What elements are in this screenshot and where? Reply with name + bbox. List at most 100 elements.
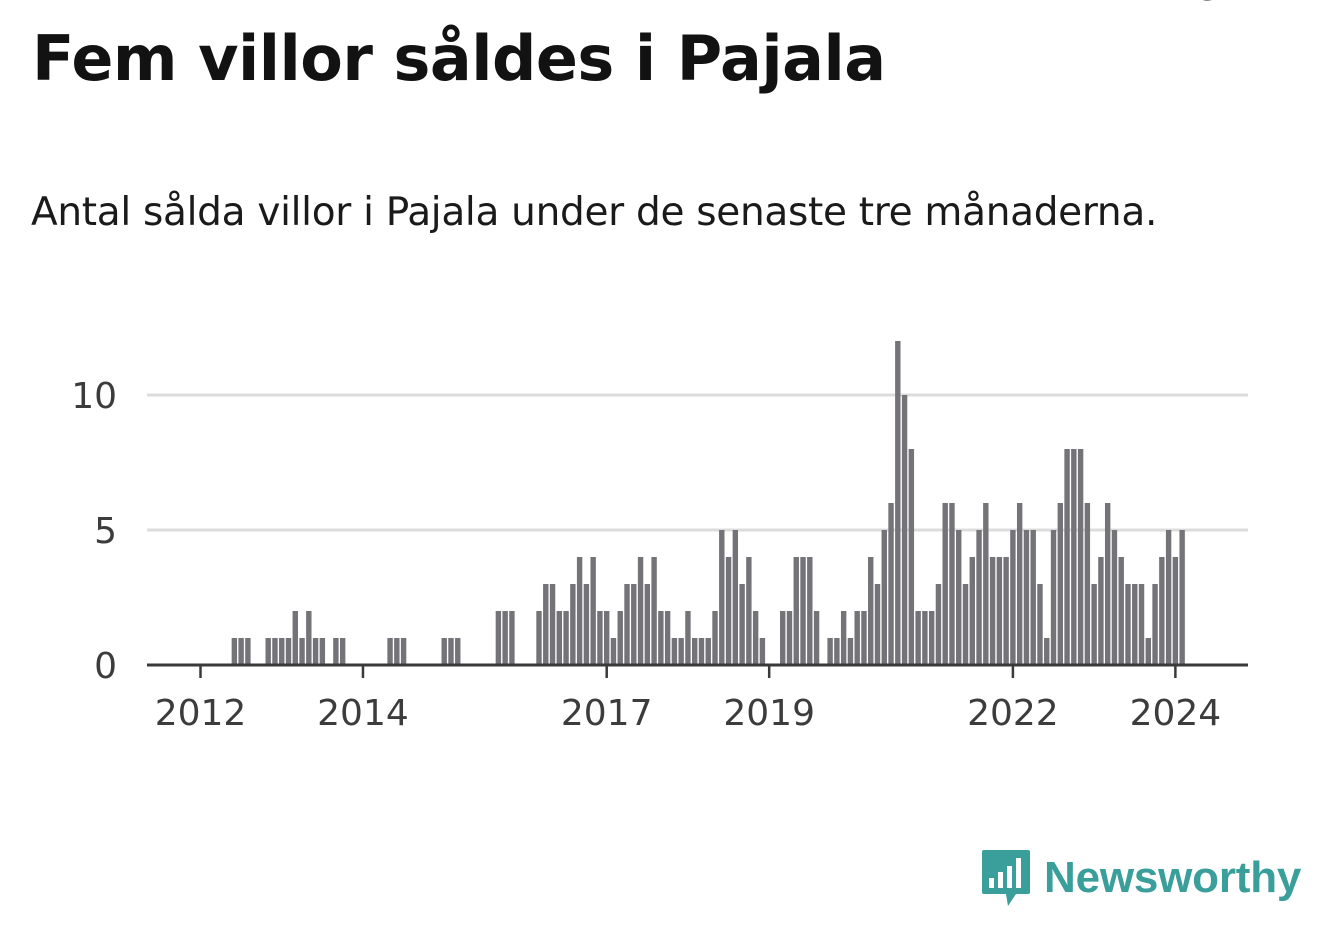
bar [996,557,1003,665]
bar [576,557,583,665]
bar [563,611,569,665]
bar [279,638,285,665]
bar [942,503,948,665]
bar [319,638,326,665]
bar [1138,584,1145,665]
bar [827,638,833,665]
bar [604,611,610,665]
bar [455,638,461,665]
x-tick-label: 2024 [1130,693,1222,734]
bar [1091,584,1097,665]
bar [956,530,962,665]
bar [962,584,969,665]
bar [637,557,644,665]
x-tick-label: 2017 [561,693,653,734]
bar [1118,557,1124,665]
bar [644,584,651,665]
bar [685,611,691,665]
x-tick-label: 2014 [317,693,409,734]
bar [786,611,793,665]
bar [1111,530,1118,665]
x-tick-label: 2012 [155,693,247,734]
bar [949,503,955,665]
bar [813,611,820,665]
bar [1044,638,1050,665]
newsworthy-logo-icon [982,850,1030,906]
bar [583,584,590,665]
bar [1030,530,1036,665]
bar [881,530,887,665]
y-tick-label: 0 [94,646,117,687]
bar [1165,530,1172,665]
bar [901,395,908,665]
bar [1152,584,1158,665]
bar [624,584,630,665]
bar [1172,557,1179,665]
bar [840,611,847,665]
bar [752,611,759,665]
bar [448,638,454,665]
bar [1159,557,1165,665]
bar [610,638,617,665]
bar [1145,638,1151,665]
bar [854,611,860,665]
bar [671,638,678,665]
bar [1071,449,1077,665]
bar [312,638,319,665]
bar [928,611,935,665]
newsworthy-logo: Newsworthy [980,848,1301,908]
axis-labels: 0 5 10 2012 2014 2017 2019 2022 2024 5 [71,0,1221,734]
bar [299,638,305,665]
brand-name: Newsworthy [1044,853,1302,902]
bar [705,638,711,665]
bar [333,638,339,665]
bar [847,638,854,665]
bar [1179,530,1185,665]
x-tick-label: 2019 [723,693,815,734]
bar [1104,503,1111,665]
bar [874,584,881,665]
bar [631,584,637,665]
bar [1010,530,1016,665]
bar [339,638,346,665]
bar [1098,557,1104,665]
bar [888,503,894,665]
bar [509,611,515,665]
bar [807,557,813,665]
bar [1057,503,1063,665]
bar [285,638,292,665]
bar [1077,449,1084,665]
bar [800,557,806,665]
bar [739,584,745,665]
bar [549,584,556,665]
bar [617,611,623,665]
y-tick-label: 10 [71,376,117,417]
bar [658,611,664,665]
bar [292,611,298,665]
value-label: 5 [1198,0,1221,9]
bar [759,638,766,665]
bar [1132,584,1138,665]
bar [732,530,739,665]
bar [1023,530,1030,665]
bar [306,611,312,665]
bar [1003,557,1009,665]
bar [983,503,989,665]
chart-title: Fem villor såldes i Pajala [32,22,886,95]
bar [834,638,840,665]
bar [536,611,542,665]
chart-subtitle: Antal sålda villor i Pajala under de sen… [31,190,1158,235]
bar [1084,503,1091,665]
bar [502,611,508,665]
bar [664,611,671,665]
bar [387,638,393,665]
x-tick-label: 2022 [967,693,1059,734]
bar [922,611,928,665]
bar [495,611,502,665]
bar [969,557,975,665]
bar [651,557,657,665]
bar [394,638,400,665]
bars [231,341,1185,665]
bar [1016,503,1023,665]
bar [915,611,921,665]
